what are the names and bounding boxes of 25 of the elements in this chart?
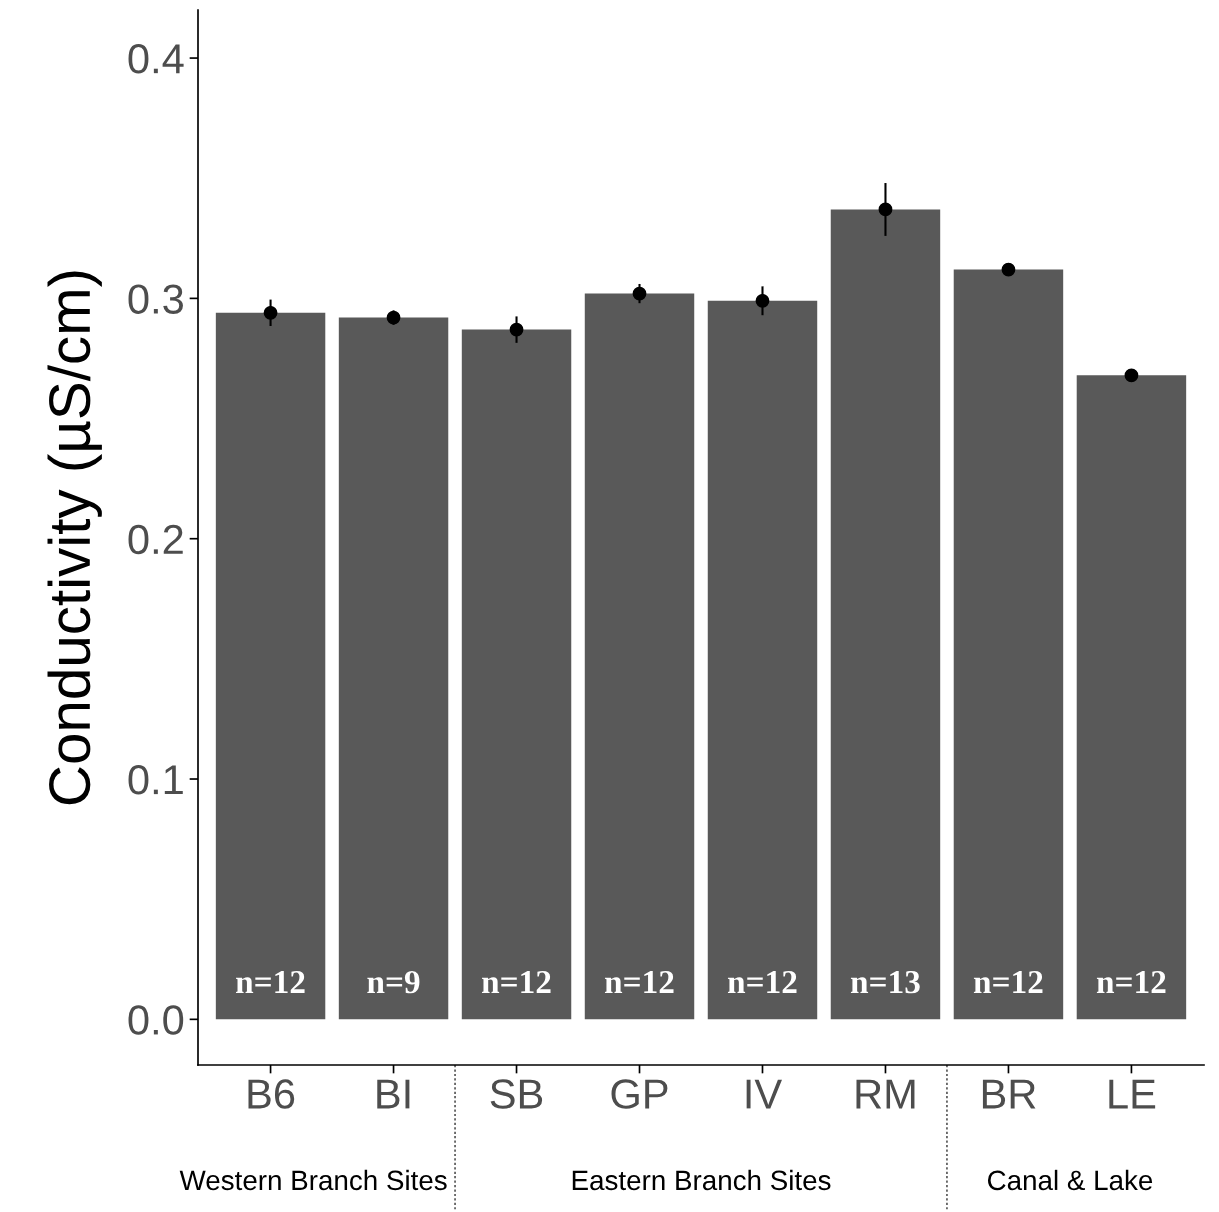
x-tick-label: RM [856,1079,915,1109]
x-tick-label: BR [982,1079,1036,1109]
y-tick-label: 0.2 [128,524,183,555]
x-tick-label: BI [377,1079,410,1109]
annotation: n=12 [973,970,1043,994]
y-tick-label: 0.1 [128,765,183,795]
x-tick-label: LE [1109,1079,1156,1109]
annotation: n=12 [604,970,674,994]
annotation: n=13 [850,970,920,994]
x-tick-label: IV [746,1079,782,1109]
x-tick-label: B6 [248,1079,295,1109]
y-tick-label: 0.3 [128,284,183,314]
x-tick-label: SB [490,1079,543,1109]
annotation: n=12 [727,970,797,994]
text: Western Branch Sites [179,1169,447,1191]
x-tick-label: GP [611,1079,668,1109]
y-tick-label: 0.0 [128,1005,184,1035]
annotation: n=9 [367,970,420,994]
text: Canal & Lake [987,1169,1153,1191]
text: Eastern Branch Sites [572,1169,831,1191]
annotation: n=12 [481,970,551,994]
y-tick-label: 0.4 [128,44,184,74]
annotation: n=12 [236,970,305,994]
annotation: n=12 [1096,970,1166,994]
y-axis-title: Conductivity (µS/cm) [47,271,102,805]
